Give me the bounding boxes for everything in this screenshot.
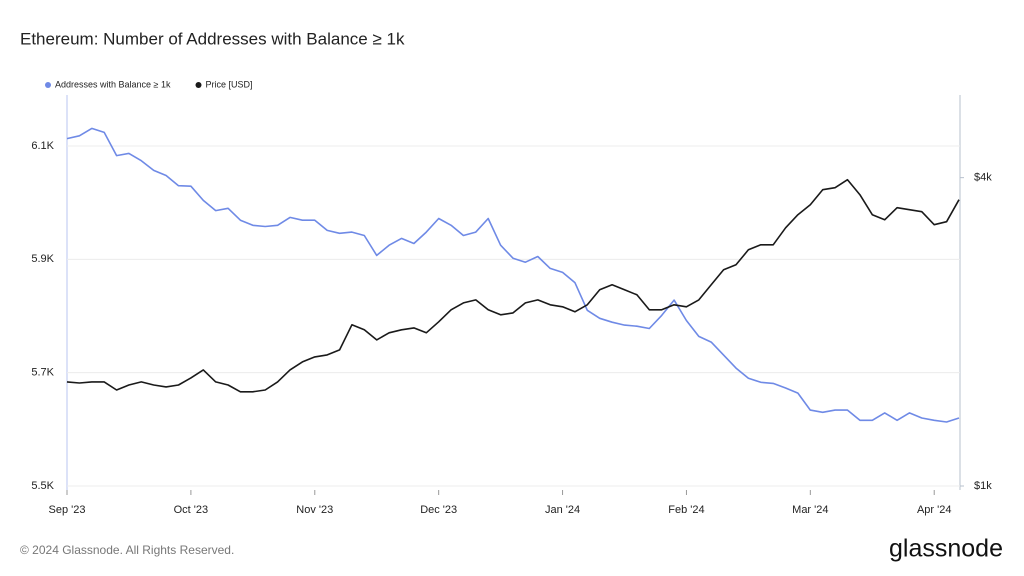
x-tick-label: Feb '24 — [668, 504, 704, 516]
legend-label: Addresses with Balance ≥ 1k — [55, 79, 171, 89]
series-line — [66, 127, 960, 423]
brand-logo: glassnode — [889, 535, 1003, 563]
legend-marker — [195, 82, 202, 88]
y-tick-label: 5.5K — [31, 480, 54, 492]
x-tick-label: Apr '24 — [917, 504, 952, 516]
x-tick-label: Nov '23 — [296, 504, 333, 516]
y-tick-label: 5.9K — [31, 253, 54, 265]
x-tick-label: Oct '23 — [174, 504, 209, 516]
series-line — [66, 178, 960, 393]
y-tick-label: 6.1K — [31, 140, 54, 152]
y2-tick-label: $4k — [974, 172, 992, 184]
x-tick-label: Sep '23 — [49, 504, 86, 516]
legend-label: Price [USD] — [206, 79, 253, 89]
chart-title: Ethereum: Number of Addresses with Balan… — [20, 29, 405, 48]
y2-tick-label: $1k — [974, 480, 992, 492]
copyright: © 2024 Glassnode. All Rights Reserved. — [20, 543, 234, 557]
legend-marker — [45, 82, 51, 88]
x-tick-label: Mar '24 — [792, 504, 828, 516]
x-tick-label: Dec '23 — [420, 504, 457, 516]
x-tick-label: Jan '24 — [545, 504, 580, 516]
y-tick-label: 5.7K — [31, 367, 54, 379]
